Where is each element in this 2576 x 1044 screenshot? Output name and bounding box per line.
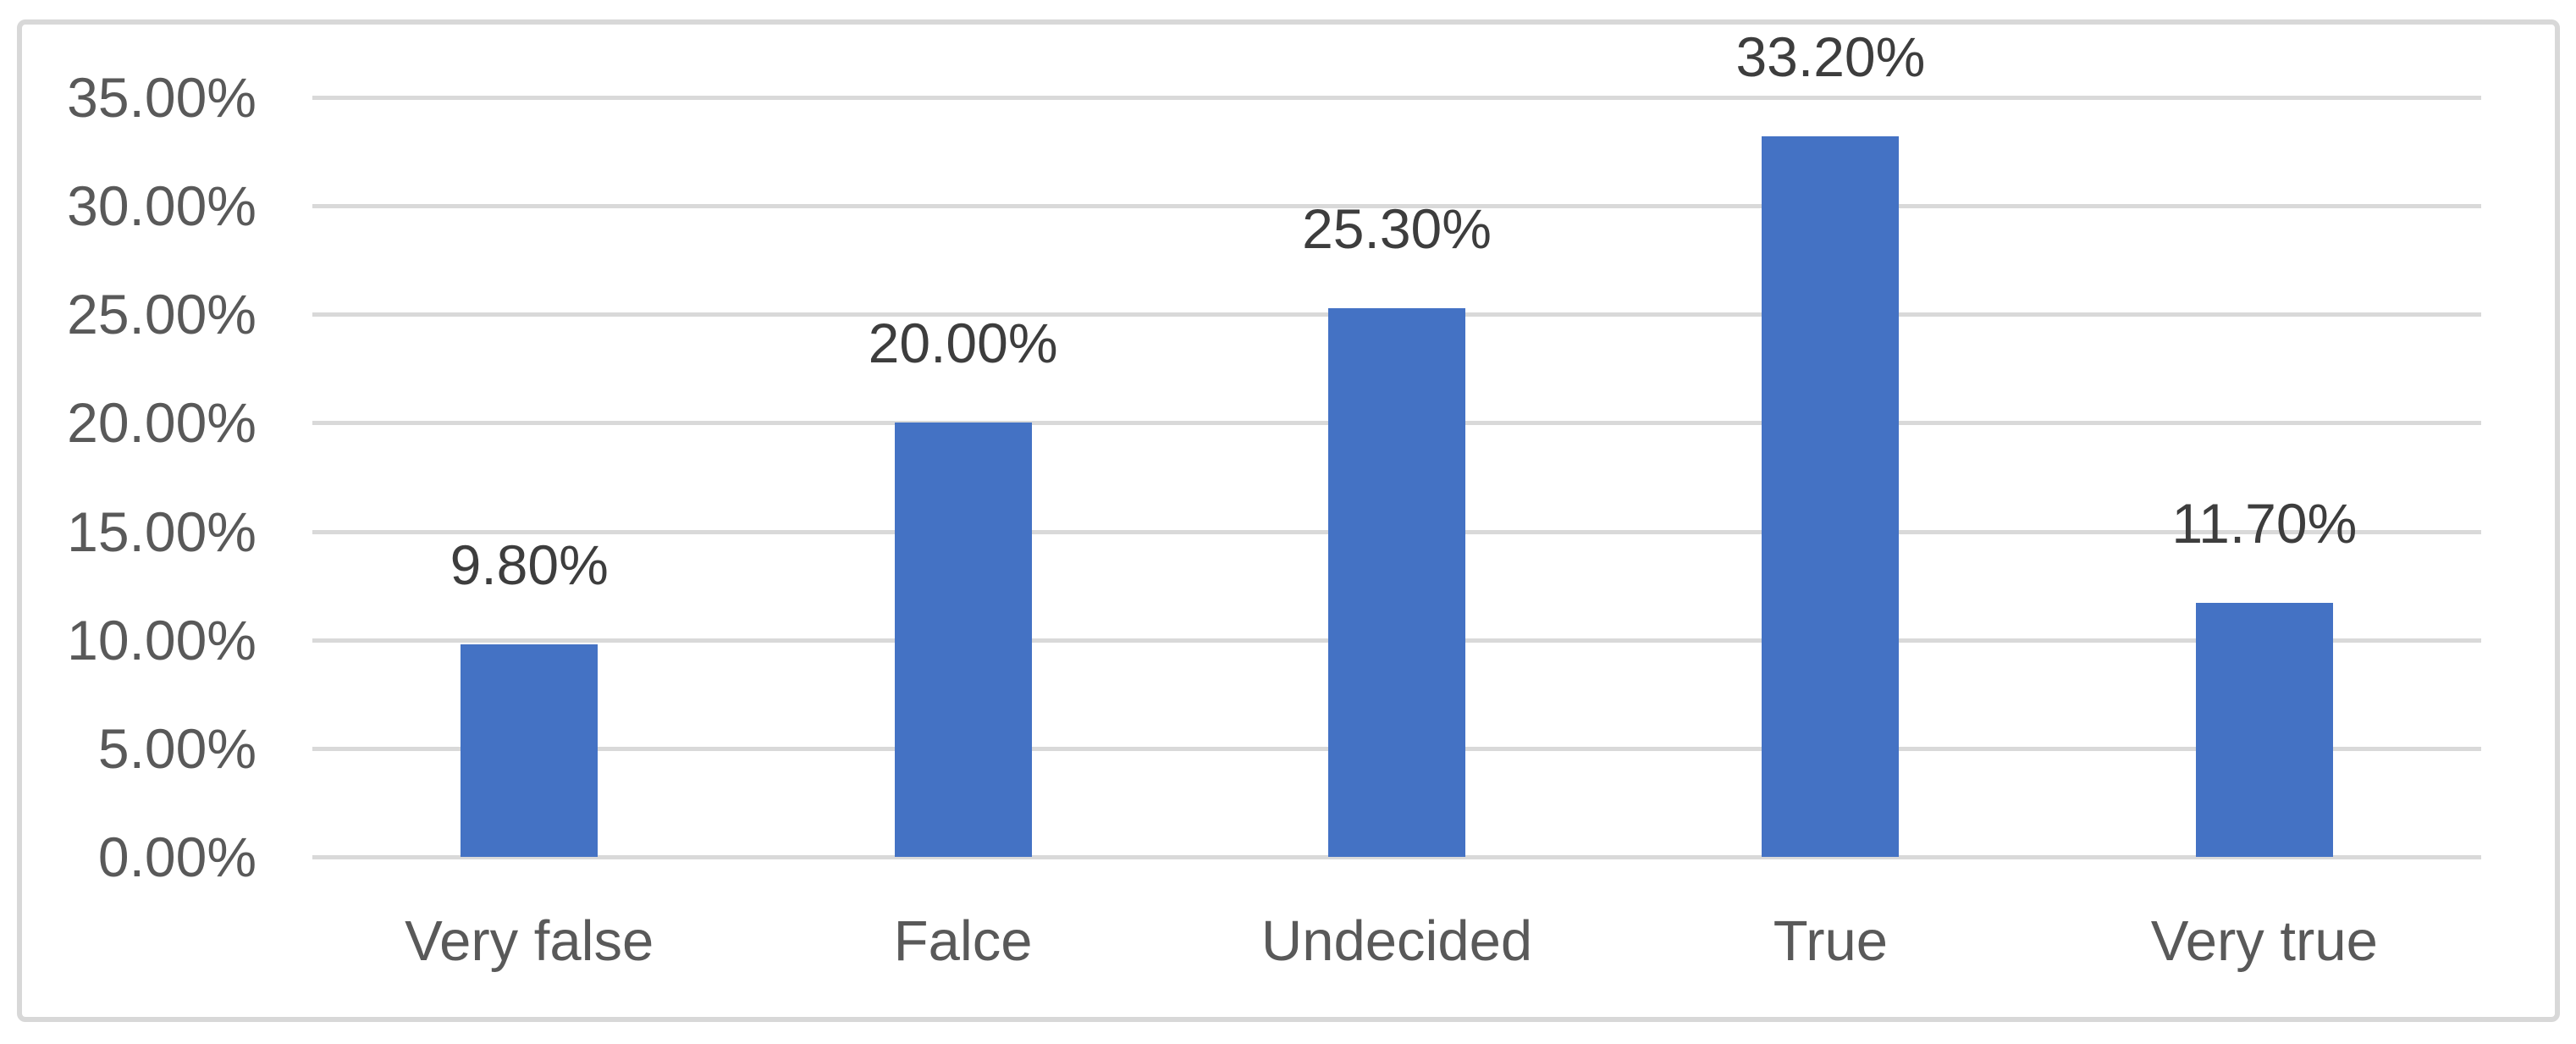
gridline-0.00% <box>312 855 2481 859</box>
y-axis-tick-label: 35.00% <box>67 66 256 129</box>
bar-falce <box>894 423 1032 857</box>
bar-very-true <box>2195 603 2333 857</box>
data-label: 25.30% <box>1302 196 1492 260</box>
x-axis-category-label: True <box>1773 909 1889 973</box>
data-label: 11.70% <box>2171 492 2358 555</box>
y-axis-tick-label: 30.00% <box>67 174 256 238</box>
x-axis-category-label: Undecided <box>1260 909 1533 973</box>
data-label: 33.20% <box>1735 25 1926 89</box>
data-label: 9.80% <box>450 533 609 596</box>
x-axis-category-label: Very true <box>2150 909 2378 973</box>
chart-frame <box>17 19 2560 1022</box>
y-axis-tick-label: 0.00% <box>97 826 256 888</box>
y-axis-tick-label: 20.00% <box>67 391 256 455</box>
y-axis-tick-label: 10.00% <box>67 608 256 671</box>
bar-undecided <box>1328 307 1465 857</box>
x-axis-category-label: Falce <box>893 909 1033 973</box>
gridline-30.00% <box>312 204 2481 209</box>
y-axis-tick-label: 15.00% <box>67 500 256 563</box>
bar-very-false <box>461 644 598 857</box>
x-axis-category-label: Very false <box>405 909 654 973</box>
data-label: 20.00% <box>868 312 1058 375</box>
y-axis-tick-label: 5.00% <box>97 716 256 780</box>
gridline-35.00% <box>312 96 2481 100</box>
bar-true <box>1762 136 1900 857</box>
y-axis-tick-label: 25.00% <box>67 283 256 346</box>
